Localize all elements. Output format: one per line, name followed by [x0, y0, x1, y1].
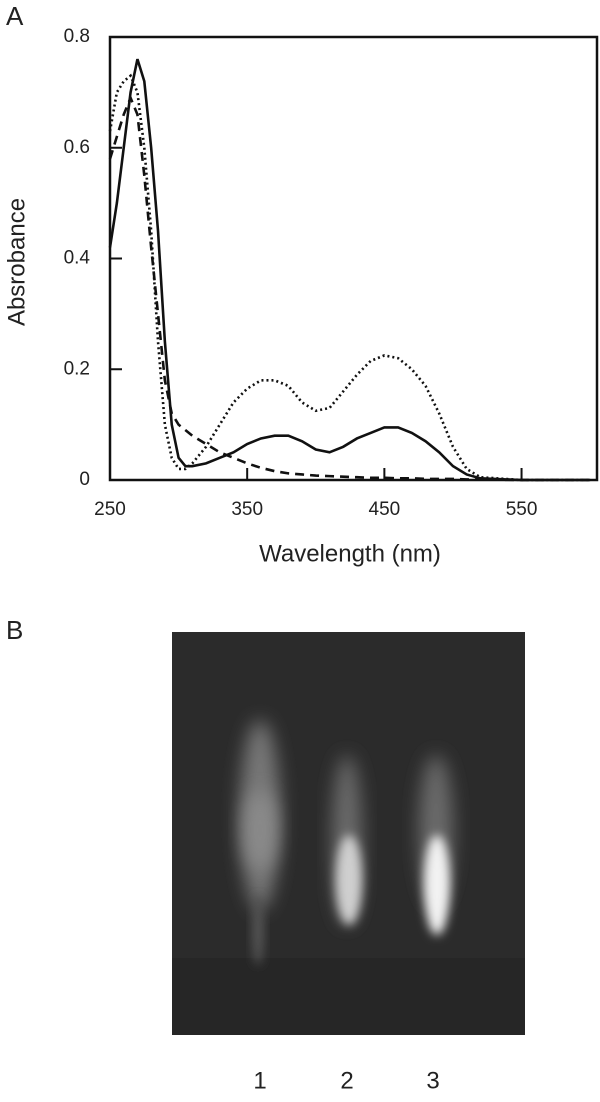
y-tick-label: 0: [79, 469, 90, 490]
y-tick-label: 0.2: [64, 358, 90, 379]
lane-label: 2: [340, 1067, 353, 1094]
data-line: [108, 94, 591, 482]
panel-label: A: [6, 1, 24, 31]
lane-label: 3: [426, 1067, 439, 1094]
x-tick-label: 550: [506, 499, 538, 520]
gel-image: [172, 632, 525, 1035]
panel-label: B: [6, 615, 23, 645]
x-tick-label: 450: [369, 499, 401, 520]
data-line: [108, 58, 591, 482]
y-tick-label: 0.8: [64, 26, 90, 47]
x-tick-label: 250: [94, 499, 126, 520]
data-line: [108, 73, 591, 482]
plot-frame: [108, 35, 599, 482]
y-tick-label: 0.6: [64, 137, 90, 158]
y-tick-label: 0.4: [64, 248, 91, 269]
x-axis-title: Wavelength (nm): [259, 540, 441, 567]
x-tick-label: 350: [231, 499, 263, 520]
y-axis-title: Absrobance: [3, 198, 30, 326]
lane-label: 1: [253, 1067, 266, 1094]
